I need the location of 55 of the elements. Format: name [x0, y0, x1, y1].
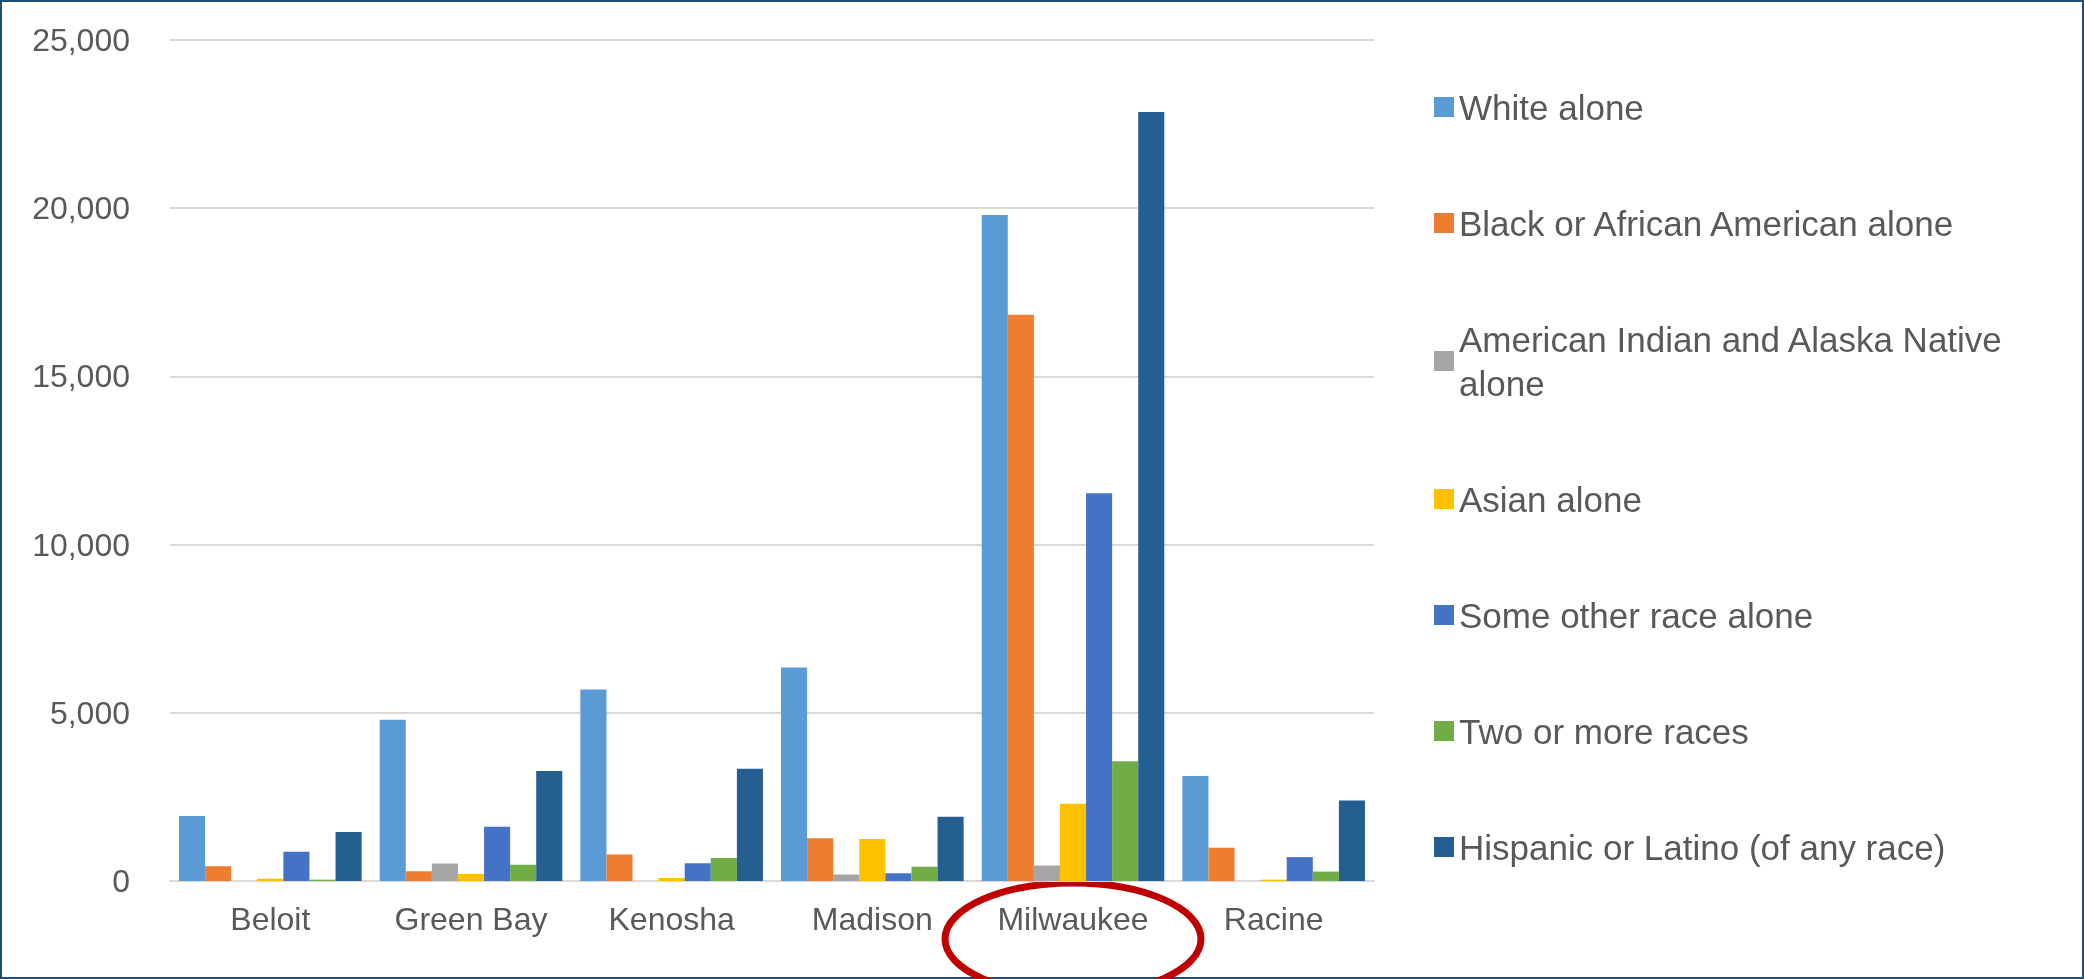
bar — [283, 851, 310, 881]
bar — [981, 214, 1008, 881]
bar — [1312, 871, 1339, 881]
bar — [484, 826, 511, 881]
bar — [1182, 776, 1209, 881]
bar — [205, 866, 232, 881]
bar — [736, 768, 763, 881]
legend-label: Two or more races — [1459, 711, 1749, 751]
bar — [179, 816, 206, 881]
y-tick-label: 5,000 — [49, 694, 130, 731]
y-tick-label: 10,000 — [32, 526, 130, 563]
bar — [807, 838, 834, 881]
legend-label: White alone — [1459, 87, 1644, 127]
bar — [405, 871, 432, 881]
bar — [710, 858, 737, 881]
bar — [1086, 493, 1113, 881]
bar — [1208, 847, 1235, 881]
bar — [1138, 111, 1165, 881]
bar — [335, 831, 362, 881]
legend-label: Black or African American alone — [1459, 203, 1954, 243]
bar — [859, 838, 886, 881]
bar — [781, 667, 808, 881]
bar — [1007, 314, 1034, 881]
bar — [536, 771, 563, 881]
bar — [431, 863, 458, 881]
bar — [379, 719, 406, 881]
bar — [885, 873, 912, 881]
y-tick-label: 0 — [112, 863, 130, 899]
legend-label: Hispanic or Latino (of any race) — [1459, 827, 1946, 867]
bar — [1286, 857, 1313, 881]
x-tick-label: Racine — [1223, 901, 1324, 937]
legend-label: American Indian and Alaska Native alone — [1459, 319, 2012, 403]
bar — [911, 866, 938, 881]
x-tick-label: Milwaukee — [997, 901, 1149, 937]
y-tick-label: 20,000 — [32, 190, 130, 227]
x-tick-label: Beloit — [230, 901, 311, 937]
y-tick-label: 25,000 — [32, 22, 130, 58]
y-tick-label: 15,000 — [32, 358, 130, 395]
x-tick-label: Kenosha — [608, 901, 736, 937]
bar — [684, 863, 711, 881]
bar — [833, 874, 860, 881]
bar — [1112, 761, 1139, 881]
bar — [580, 689, 607, 881]
bar — [1338, 800, 1365, 881]
bar — [937, 816, 964, 881]
bar — [1059, 803, 1087, 881]
bar — [658, 877, 685, 881]
legend-label: Asian alone — [1459, 479, 1642, 519]
x-tick-label: Madison — [811, 901, 933, 937]
bar — [457, 873, 485, 881]
bar — [1033, 865, 1060, 881]
x-tick-label: Green Bay — [394, 901, 548, 937]
legend-label: Some other race alone — [1459, 595, 1814, 635]
bar — [510, 864, 537, 881]
bar — [606, 854, 633, 881]
